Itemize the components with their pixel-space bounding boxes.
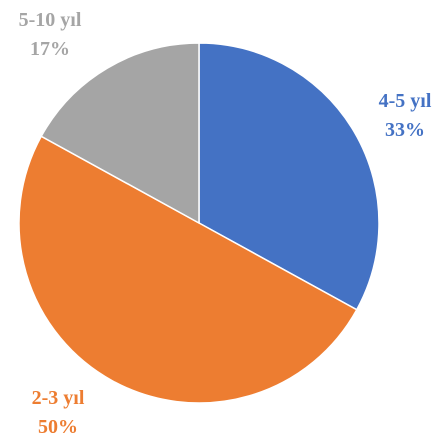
slice-percent-label: 50% [38,416,78,438]
pie-slice [18,135,358,404]
slice-category-label: 2-3 yıl [32,387,85,409]
slice-percent-label: 17% [30,38,70,60]
slice-category-label: 5-10 yıl [19,9,82,31]
slice-percent-label: 33% [385,119,425,141]
slice-category-label: 4-5 yıl [379,90,432,112]
pie-slice [40,42,200,225]
pie-slice [198,42,380,311]
